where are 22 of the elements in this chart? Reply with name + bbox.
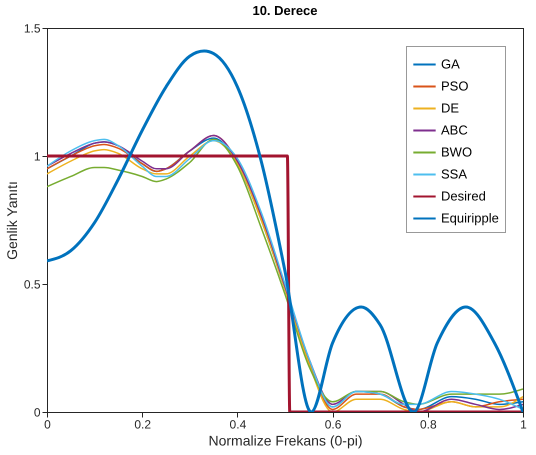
legend-label: PSO (441, 78, 468, 94)
chart-title: 10. Derece (252, 3, 318, 18)
x-tick-label: 0.4 (230, 418, 247, 432)
legend-label: SSA (441, 166, 468, 182)
x-tick-label: 0.6 (324, 418, 342, 432)
x-axis-title: Normalize Frekans (0-pi) (208, 432, 363, 448)
legend-label: DE (441, 100, 460, 116)
legend-label: GA (441, 56, 460, 72)
y-tick-label: 1 (34, 150, 41, 164)
x-tick-label: 1 (520, 418, 528, 432)
y-tick-label: 0.5 (24, 278, 41, 292)
y-tick-label: 1.5 (24, 22, 41, 36)
y-axis-title: Genlik Yanıtı (4, 181, 20, 260)
legend-label: Equiripple (441, 210, 499, 226)
line-series (47, 50, 523, 412)
legend-label: Desired (441, 188, 486, 204)
y-tick-label: 0 (34, 406, 41, 420)
x-tick-label: 0.8 (420, 418, 437, 432)
legend-label: ABC (441, 122, 468, 138)
x-tick-label: 0 (44, 418, 52, 432)
legend-label: BWO (441, 144, 472, 160)
x-tick-label: 0.2 (134, 418, 152, 432)
